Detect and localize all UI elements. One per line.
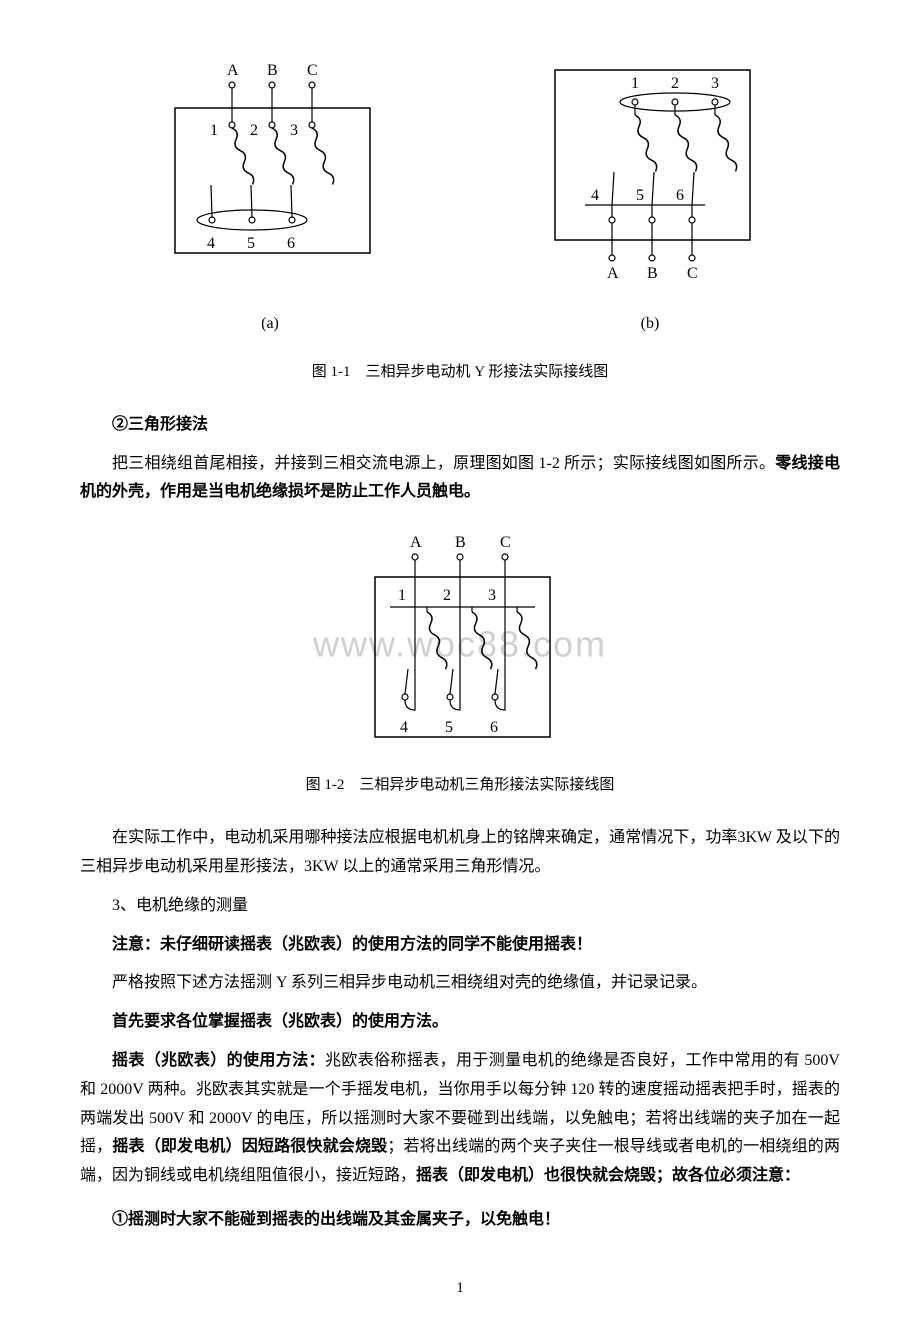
label: 2 <box>671 75 679 92</box>
method-para: 在实际工作中，电动机采用哪种接法应根据电机机身上的铭牌来确定，通常情况下，功率3… <box>80 824 840 882</box>
label: C <box>307 62 318 79</box>
diagram-1b-caption: (b) <box>641 310 660 339</box>
label: 5 <box>445 719 453 736</box>
label: 1 <box>631 75 639 92</box>
insulation-bullet1: ①摇测时大家不能碰到摇表的出线端及其金属夹子，以免触电！ <box>80 1206 840 1235</box>
label: A <box>410 534 422 551</box>
page-number: 1 <box>80 1275 840 1302</box>
label: C <box>687 265 698 280</box>
insulation-p3-d: 摇表（即发电机）也很快就会烧毁；故各位必须注意： <box>416 1167 800 1184</box>
label: 6 <box>287 235 295 252</box>
label: 2 <box>443 587 451 604</box>
insulation-heading: 3、电机绝缘的测量 <box>80 892 840 921</box>
figure-1-row: A B C 1 2 3 <box>80 60 840 339</box>
triangle-para1: 把三相绕组首尾相接，并接到三相交流电源上，原理图如图 1-2 所示；实际接线图如… <box>80 450 840 508</box>
diagram-1b-svg: 1 2 3 4 5 6 <box>535 60 765 280</box>
insulation-p3-b: 摇表（即发电机）因短路很快就会烧毁 <box>112 1138 387 1155</box>
insulation-p3-lead: 摇表（兆欧表）的使用方法： <box>112 1052 325 1069</box>
label: 3 <box>290 122 298 139</box>
diagram-1b-block: 1 2 3 4 5 6 <box>535 60 765 339</box>
label: 5 <box>636 187 644 204</box>
diagram-2-svg: A B C 1 2 3 <box>355 532 565 757</box>
figure-2-caption: 图 1-2 三相异步电动机三角形接法实际接线图 <box>80 772 840 799</box>
label: B <box>455 534 466 551</box>
label: C <box>500 534 511 551</box>
figure-2-block: www.woc88.com A B C 1 2 3 <box>80 532 840 757</box>
label: 1 <box>398 587 406 604</box>
label: A <box>607 265 619 280</box>
label: 2 <box>250 122 258 139</box>
label: 3 <box>488 587 496 604</box>
triangle-para1-a: 把三相绕组首尾相接，并接到三相交流电源上，原理图如图 1-2 所示；实际接线图如… <box>112 455 775 472</box>
diagram-1a-block: A B C 1 2 3 <box>155 60 385 339</box>
insulation-p3: 摇表（兆欧表）的使用方法：兆欧表俗称摇表，用于测量电机的绝缘是否良好，工作中常用… <box>80 1047 840 1191</box>
label: B <box>267 62 278 79</box>
label: A <box>227 62 239 79</box>
insulation-notice: 注意：未仔细研读摇表（兆欧表）的使用方法的同学不能使用摇表！ <box>80 931 840 960</box>
label: 4 <box>207 235 215 252</box>
label: B <box>647 265 658 280</box>
figure-1-caption: 图 1-1 三相异步电动机 Y 形接法实际接线图 <box>80 359 840 386</box>
label: 1 <box>210 122 218 139</box>
label: 5 <box>247 235 255 252</box>
label: 4 <box>400 719 408 736</box>
label: 4 <box>591 187 599 204</box>
insulation-p1: 严格按照下述方法摇测 Y 系列三相异步电动机三相绕组对壳的绝缘值，并记录记录。 <box>80 969 840 998</box>
label: 6 <box>490 719 498 736</box>
diagram-1a-svg: A B C 1 2 3 <box>155 60 385 280</box>
triangle-heading: ②三角形接法 <box>80 411 840 440</box>
label: 6 <box>676 187 684 204</box>
label: 3 <box>711 75 719 92</box>
insulation-p2: 首先要求各位掌握摇表（兆欧表）的使用方法。 <box>80 1008 840 1037</box>
diagram-1a-caption: (a) <box>261 310 279 339</box>
